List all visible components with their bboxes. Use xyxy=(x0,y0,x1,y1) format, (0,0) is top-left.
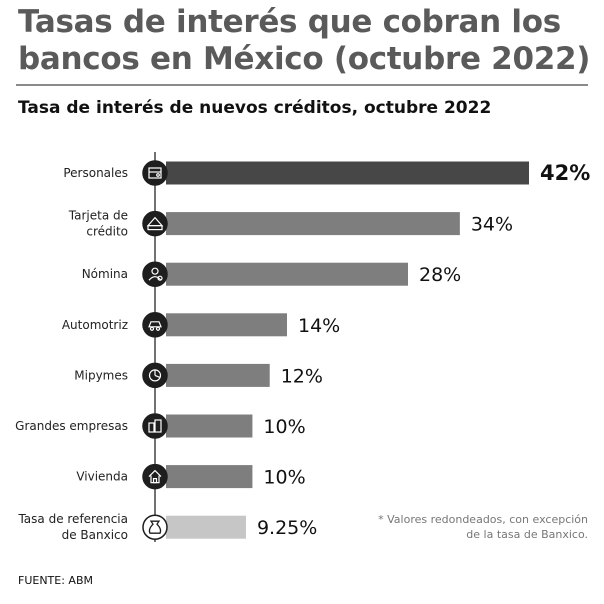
house-icon xyxy=(142,463,168,490)
bar xyxy=(166,414,253,438)
page-title: Tasas de interés que cobran los bancos e… xyxy=(18,4,598,78)
category-label: Automotriz xyxy=(62,318,128,332)
bar xyxy=(166,313,287,337)
bar xyxy=(166,161,529,185)
chart-subtitle: Tasa de interés de nuevos créditos, octu… xyxy=(18,98,492,118)
value-label: 10% xyxy=(263,416,305,438)
payroll-worker-icon xyxy=(142,261,168,287)
title-divider xyxy=(16,84,588,86)
bar xyxy=(166,515,246,539)
value-label: 34% xyxy=(471,214,513,236)
bar xyxy=(166,262,408,286)
footnote-line-1: * Valores redondeados, con excepción xyxy=(378,513,588,526)
category-label: Tarjeta de crédito xyxy=(68,209,128,239)
buildings-icon xyxy=(142,413,168,439)
car-icon xyxy=(142,312,168,338)
category-label: Nómina xyxy=(82,267,128,281)
footnote-line-2: de la tasa de Banxico. xyxy=(466,528,588,541)
category-label: Tasa de referencia de Banxico xyxy=(17,512,128,542)
category-label: Personales xyxy=(63,166,128,180)
source-credit: FUENTE: ABM xyxy=(18,574,93,587)
bar xyxy=(166,363,270,387)
footnote: * Valores redondeados, con excepción de … xyxy=(370,512,588,542)
title-line-1: Tasas de interés que cobran los xyxy=(18,4,561,40)
value-label: 42% xyxy=(540,161,590,185)
bank-bag-icon xyxy=(142,514,168,540)
bar xyxy=(166,465,253,489)
value-label: 12% xyxy=(281,365,323,387)
wallet-icon xyxy=(142,160,168,186)
value-label: 10% xyxy=(263,467,305,489)
category-label: Mipymes xyxy=(74,368,128,382)
bar xyxy=(166,212,460,236)
category-label: Vivienda xyxy=(76,470,128,484)
value-label: 14% xyxy=(298,315,340,337)
value-label: 28% xyxy=(419,264,461,286)
value-label: 9.25% xyxy=(257,517,317,539)
title-line-2: bancos en México (octubre 2022) xyxy=(18,41,591,77)
credit-card-icon xyxy=(142,210,168,237)
category-label: Grandes empresas xyxy=(15,419,128,433)
business-pie-icon xyxy=(142,362,168,389)
